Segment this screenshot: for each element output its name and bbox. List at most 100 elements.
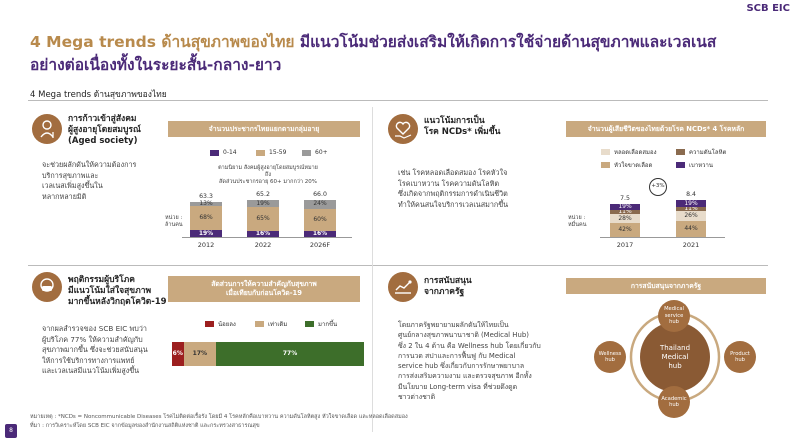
q1-unit-line: หน่วย : — [165, 215, 183, 221]
q3-header-line: สัดส่วนการให้ความสำคัญกับสุขภาพ — [211, 280, 317, 288]
q4-title-line: จากภาครัฐ — [424, 287, 465, 297]
q3-title-line: พฤติกรรมผู้บริโภค — [68, 275, 135, 285]
page-subtitle: 4 Mega trends ด้านสุขภาพของไทย — [30, 90, 167, 100]
q2-bar-segment: 42% — [610, 223, 640, 237]
q1-legend-15-59: 15-59 — [256, 149, 286, 156]
q2-bar-segment: 26% — [676, 211, 706, 221]
q2-legend-ischemic: หัวใจขาดเลือด — [601, 160, 652, 170]
q1-title-line: ผู้สูงอายุโดยสมบูรณ์ — [68, 125, 141, 135]
q1-legend-0-14: 0-14 — [210, 149, 237, 156]
legend-swatch — [302, 149, 311, 156]
legend-swatch — [256, 149, 265, 156]
q2-growth-badge: +3% — [649, 178, 667, 196]
q4-desc-line: มีนโยบาย Long-term visa ที่ช่วยดึงดูด — [398, 382, 518, 391]
legend-swatch — [676, 149, 685, 155]
header-divider — [28, 100, 768, 101]
q3-desc-line: ผู้บริโภค 77% ให้ความสำคัญกับ — [42, 334, 143, 344]
middle-divider — [28, 265, 768, 266]
q1-x-label: 2022 — [254, 241, 272, 249]
legend-swatch — [676, 162, 685, 168]
q2-bar-segment: 19% — [610, 203, 640, 211]
q3-chart-header: สัดส่วนการให้ความสำคัญกับสุขภาพ เมื่อเที… — [168, 276, 360, 302]
support-icon — [388, 272, 418, 302]
q1-bar-segment: 13% — [190, 201, 222, 207]
hub-center-line: hub — [668, 361, 682, 370]
node-line: service — [664, 312, 684, 319]
q4-desc-line: ศูนย์กลางสุขภาพนานาชาติ (Medical Hub) — [398, 331, 529, 340]
q2-bar-segment: 19% — [676, 200, 706, 208]
q2-bar-segment: 11% — [676, 206, 706, 212]
q3-desc-line: และเวลเนสมีแนวโน้มเพิ่มสูงขึ้น — [42, 366, 140, 375]
q1-bar-segment: 19% — [190, 230, 222, 237]
brand-logo: SCB EIC — [746, 3, 790, 14]
mask-icon — [32, 272, 62, 302]
q3-title-line: มากขึ้นหลังวิกฤตโควิด-19 — [68, 297, 167, 307]
q1-bar-total: 66.0 — [313, 191, 327, 198]
q1-bar-segment: 24% — [304, 200, 336, 209]
q1-desc-line: จะช่วยผลักดันให้ความต้องการ — [42, 160, 137, 169]
legend-label: เท่าเดิม — [268, 321, 288, 328]
hub-node-medical-service: Medical service hub — [658, 300, 690, 332]
title-line1: มีแนวโน้มช่วยส่งเสริมให้เกิดการใช้จ่ายด้… — [299, 33, 717, 51]
q1-title-line: การก้าวเข้าสู่สังคม — [68, 114, 137, 124]
q2-bar-segment: 11% — [610, 209, 640, 214]
q3-description: จากผลสำรวจของ SCB EIC พบว่า ผู้บริโภค 77… — [42, 324, 148, 377]
q4-desc-line: ซึ่ง 2 ใน 4 ด้าน คือ Wellness hub โดยเกี… — [398, 341, 541, 350]
q3-bar-segment: 6% — [172, 342, 184, 366]
hub-node-product: Product hub — [724, 341, 756, 373]
q3-header-line: เมื่อเทียบกับก่อนโควิด-19 — [226, 289, 302, 297]
q1-desc-line: บริการสุขภาพและ — [42, 170, 99, 180]
q1-description: จะช่วยผลักดันให้ความต้องการ บริการสุขภาพ… — [42, 160, 136, 202]
q2-title-line: โรค NCDs* เพิ่มขึ้น — [424, 127, 501, 137]
q2-desc-line: ทำให้คนสนใจบริการเวลเนสมากขึ้น — [398, 199, 509, 209]
title-line2: อย่างต่อเนื่องทั้งในระยะสั้น-กลาง-ยาว — [30, 56, 282, 74]
q3-legend-more: มากขึ้น — [305, 319, 337, 329]
hub-center-line: Thailand — [659, 343, 691, 352]
legend-label: หลอดเลือดสมอง — [614, 149, 657, 156]
q1-bar-total: 63.3 — [199, 192, 213, 200]
footer-source: ที่มา : การวิเคราะห์โดย SCB EIC จากข้อมู… — [30, 423, 260, 429]
q1-title: การก้าวเข้าสู่สังคม ผู้สูงอายุโดยสมบูรณ์… — [68, 114, 141, 147]
q2-title: แนวโน้มการเป็น โรค NCDs* เพิ่มขึ้น — [424, 116, 500, 138]
q1-bar-segment: 68% — [190, 206, 222, 231]
legend-label: น้อยลง — [218, 321, 236, 328]
q2-bar-total: 7.5 — [620, 194, 630, 202]
q4-diagram-header: การสนับสนุนจากภาครัฐ — [566, 278, 766, 294]
title-accent: 4 Mega trends ด้านสุขภาพของไทย — [30, 33, 295, 51]
q1-note-line: สัดส่วนประชากรอายุ 60+ มากกว่า 20% — [219, 179, 317, 185]
legend-label: หัวใจขาดเลือด — [614, 162, 653, 169]
page-title: 4 Mega trends ด้านสุขภาพของไทย มีแนวโน้ม… — [30, 31, 790, 77]
legend-swatch — [210, 149, 219, 156]
q4-desc-line: ชาวต่างชาติ — [398, 393, 436, 402]
q1-unit: หน่วย : ล้านคน — [165, 215, 183, 229]
legend-swatch — [205, 321, 214, 327]
node-line: hub — [735, 357, 745, 363]
q1-x-label: 2012 — [197, 241, 215, 249]
q1-desc-line: หลากหลายมิติ — [42, 191, 87, 201]
q1-bar-segment: 65% — [247, 207, 279, 232]
q1-note-line: ตามนิยาม สังคมผู้สูงอายุโดยสมบูรณ์หมายถึ… — [218, 165, 318, 178]
legend-label: มากขึ้น — [318, 321, 338, 328]
node-line: Academic — [661, 395, 687, 402]
node-line: hub — [605, 357, 615, 363]
q3-title: พฤติกรรมผู้บริโภค มีแนวโน้มใส่ใจสุขภาพ ม… — [68, 275, 167, 308]
vertical-divider — [372, 107, 373, 432]
q4-description: โดยภาครัฐพยายามผลักดันให้ไทยเป็น ศูนย์กล… — [398, 320, 541, 402]
legend-label: เบาหวาน — [689, 162, 714, 169]
q1-bar-total: 65.2 — [256, 191, 270, 199]
q3-legend-less: น้อยลง — [205, 319, 236, 329]
legend-label: ความดันโลหิต — [689, 149, 727, 156]
q3-legend-same: เท่าเดิม — [255, 319, 287, 329]
q3-bar-segment: 17% — [183, 342, 217, 366]
node-line: Product — [730, 350, 750, 357]
legend-label: 60+ — [315, 149, 328, 156]
q2-bar-segment: 28% — [610, 213, 640, 224]
q1-bar-segment: 16% — [247, 231, 279, 237]
q4-title-line: การสนับสนุน — [424, 276, 472, 286]
q4-title: การสนับสนุน จากภาครัฐ — [424, 276, 472, 298]
q1-legend-60plus: 60+ — [302, 149, 328, 156]
q2-bar-total: 8.4 — [686, 191, 696, 198]
legend-swatch — [601, 149, 610, 155]
node-line: hub — [669, 319, 679, 326]
q2-desc-line: โรคเบาหวาน โรคความดันโลหิต — [398, 178, 499, 188]
